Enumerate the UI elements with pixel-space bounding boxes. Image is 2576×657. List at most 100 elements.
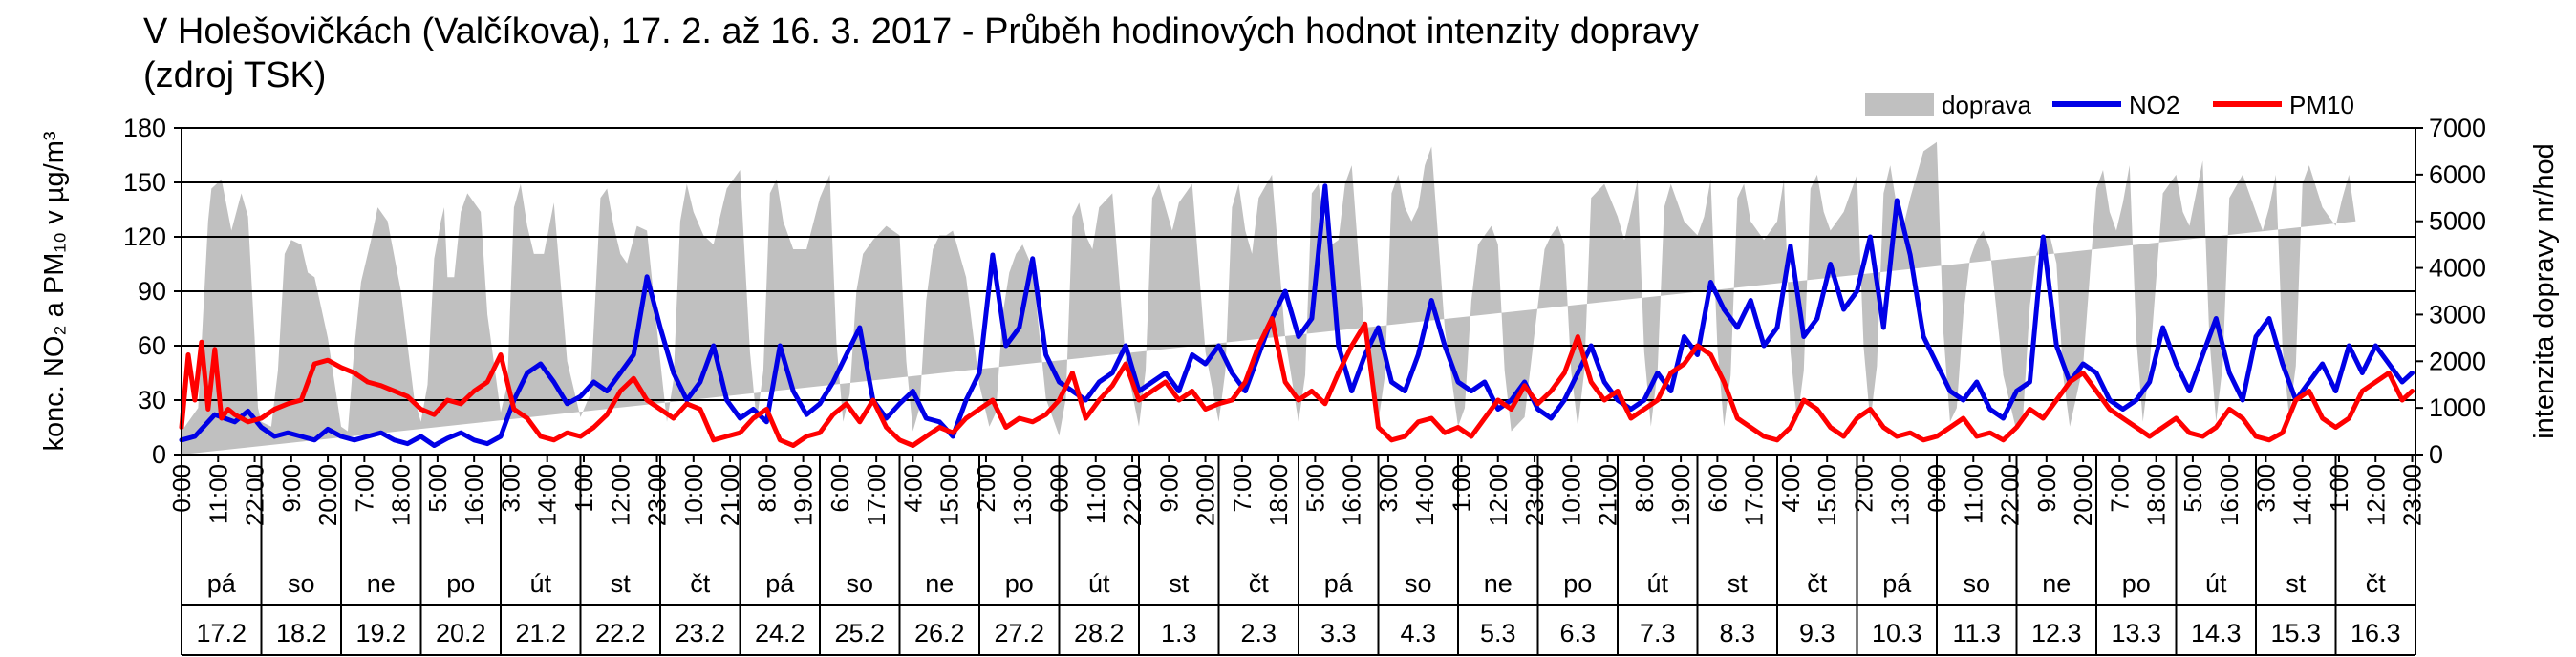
y-left-tick-label: 180 (123, 114, 166, 142)
legend-label-no2: NO2 (2129, 91, 2179, 119)
y-right-tick-label: 1000 (2429, 393, 2486, 422)
y-right-axis-title: intenzita dopravy nr/hod (2529, 143, 2560, 439)
x-time-tick-label: 9:00 (277, 464, 306, 513)
x-date-label: 14.3 (2191, 619, 2242, 647)
axes: 0 30 60 90 120 150 180 0 1000 2000 3000 4000 5000 600… (39, 114, 2560, 656)
x-date-label: 20.2 (436, 619, 486, 647)
x-date-label: 18.2 (276, 619, 327, 647)
x-weekday-label: út (2205, 569, 2227, 598)
series-pm10-line (179, 316, 2415, 448)
x-time-tick-label: 12:00 (1484, 464, 1513, 526)
x-date-label: 27.2 (994, 619, 1044, 647)
y-right-tick-label: 3000 (2429, 300, 2486, 328)
x-date-label: 11.3 (1952, 619, 2001, 647)
x-weekday-label: pá (207, 569, 237, 598)
x-weekday-label: pá (1324, 569, 1354, 598)
x-date-label: 26.2 (914, 619, 965, 647)
x-date-label: 3.3 (1320, 619, 1357, 647)
x-date-label: 8.3 (1719, 619, 1755, 647)
x-date-label: 24.2 (755, 619, 805, 647)
x-date-label: 15.3 (2270, 619, 2321, 647)
x-time-tick-label: 13:00 (1008, 464, 1037, 526)
x-date-label: 19.2 (355, 619, 406, 647)
y-left-tick-label: 0 (152, 440, 166, 469)
legend-label-doprava: doprava (1942, 91, 2031, 119)
y-right-tick-label: 0 (2429, 440, 2443, 469)
x-date-label: 17.2 (196, 619, 247, 647)
x-time-tick-label: 10:00 (679, 464, 708, 526)
x-time-tick-label: 8:00 (1630, 464, 1659, 513)
x-time-tick-label: 4:00 (898, 464, 927, 513)
y-right-tick-label: 2000 (2429, 347, 2486, 375)
x-time-tick-label: 17:00 (862, 464, 891, 526)
x-weekday-label: so (288, 569, 315, 598)
x-weekday-label: čt (1807, 569, 1828, 598)
series-no2-line (179, 183, 2415, 448)
x-time-tick-label: 7:00 (1228, 464, 1256, 513)
x-weekday-label: po (1563, 569, 1592, 598)
x-date-label: 4.3 (1400, 619, 1436, 647)
x-weekday-label: út (1088, 569, 1110, 598)
x-weekday-label: pá (1882, 569, 1912, 598)
x-weekday-label: st (611, 569, 632, 598)
traffic-area-layer (182, 141, 2356, 455)
x-date-label: 5.3 (1480, 619, 1516, 647)
x-time-tick-label: 17:00 (1740, 464, 1769, 526)
x-weekday-label: so (1405, 569, 1432, 598)
y-left-tick-label: 150 (123, 168, 166, 197)
y-right-tick-label: 7000 (2429, 114, 2486, 142)
x-weekday-label: ne (367, 569, 396, 598)
x-time-tick-label: 5:00 (1300, 464, 1329, 513)
legend: doprava NO2 PM10 (1865, 91, 2354, 119)
x-weekday-label: po (1005, 569, 1034, 598)
x-weekday-label: ne (925, 569, 954, 598)
x-weekday-label: po (446, 569, 475, 598)
x-time-tick-label: 1:00 (1448, 464, 1476, 513)
legend-label-pm10: PM10 (2289, 91, 2354, 119)
x-time-tick-label: 7:00 (2105, 464, 2134, 513)
x-time-tick-label: 22:00 (1118, 464, 1147, 526)
x-time-tick-label: 23:00 (643, 464, 672, 526)
x-time-tick-label: 14:00 (2288, 464, 2317, 526)
x-time-tick-label: 20:00 (313, 464, 342, 526)
x-time-tick-label: 19:00 (789, 464, 818, 526)
x-time-tick-label: 18:00 (1264, 464, 1293, 526)
x-time-tick-label: 12:00 (606, 464, 634, 526)
x-weekday-label: ne (1484, 569, 1513, 598)
x-date-label: 25.2 (834, 619, 885, 647)
x-date-label: 7.3 (1640, 619, 1676, 647)
x-date-label: 10.3 (1872, 619, 1922, 647)
x-weekday-label: čt (2366, 569, 2387, 598)
x-time-tick-label: 8:00 (752, 464, 781, 513)
x-date-label: 12.3 (2031, 619, 2082, 647)
x-time-tick-label: 2:00 (1850, 464, 1878, 513)
x-time-tick-label: 9:00 (2032, 464, 2061, 513)
x-time-tick-label: 16:00 (460, 464, 488, 526)
x-weekday-label: st (1169, 569, 1190, 598)
x-time-tick-label: 7:00 (350, 464, 378, 513)
x-time-tick-label: 11:00 (1959, 464, 1987, 524)
x-time-tick-label: 22:00 (241, 464, 269, 526)
x-weekday-label: út (1646, 569, 1668, 598)
x-time-tick-label: 3:00 (1374, 464, 1403, 513)
x-time-tick-label: 14:00 (533, 464, 562, 526)
x-time-tick-label: 6:00 (826, 464, 854, 513)
x-time-tick-label: 6:00 (1703, 464, 1731, 513)
x-time-tick-label: 1:00 (569, 464, 598, 513)
x-time-tick-label: 4:00 (1776, 464, 1805, 513)
series-lines-layer (179, 183, 2415, 448)
x-time-tick-label: 1:00 (2325, 464, 2353, 513)
y-left-axis-title: konc. NO₂ a PM₁₀ v µg/m³ (39, 131, 70, 451)
x-time-tick-label: 13:00 (1886, 464, 1915, 526)
x-date-label: 1.3 (1161, 619, 1197, 647)
x-date-label: 2.3 (1240, 619, 1277, 647)
x-time-tick-label: 18:00 (387, 464, 416, 526)
x-date-label: 28.2 (1074, 619, 1125, 647)
x-weekday-label: pá (765, 569, 795, 598)
x-time-tick-label: 10:00 (1556, 464, 1585, 526)
x-date-label: 16.3 (2351, 619, 2401, 647)
x-time-tick-label: 22:00 (1996, 464, 2025, 526)
x-date-label: 21.2 (515, 619, 566, 647)
x-date-label: 6.3 (1559, 619, 1596, 647)
y-left-tick-label: 120 (123, 223, 166, 251)
